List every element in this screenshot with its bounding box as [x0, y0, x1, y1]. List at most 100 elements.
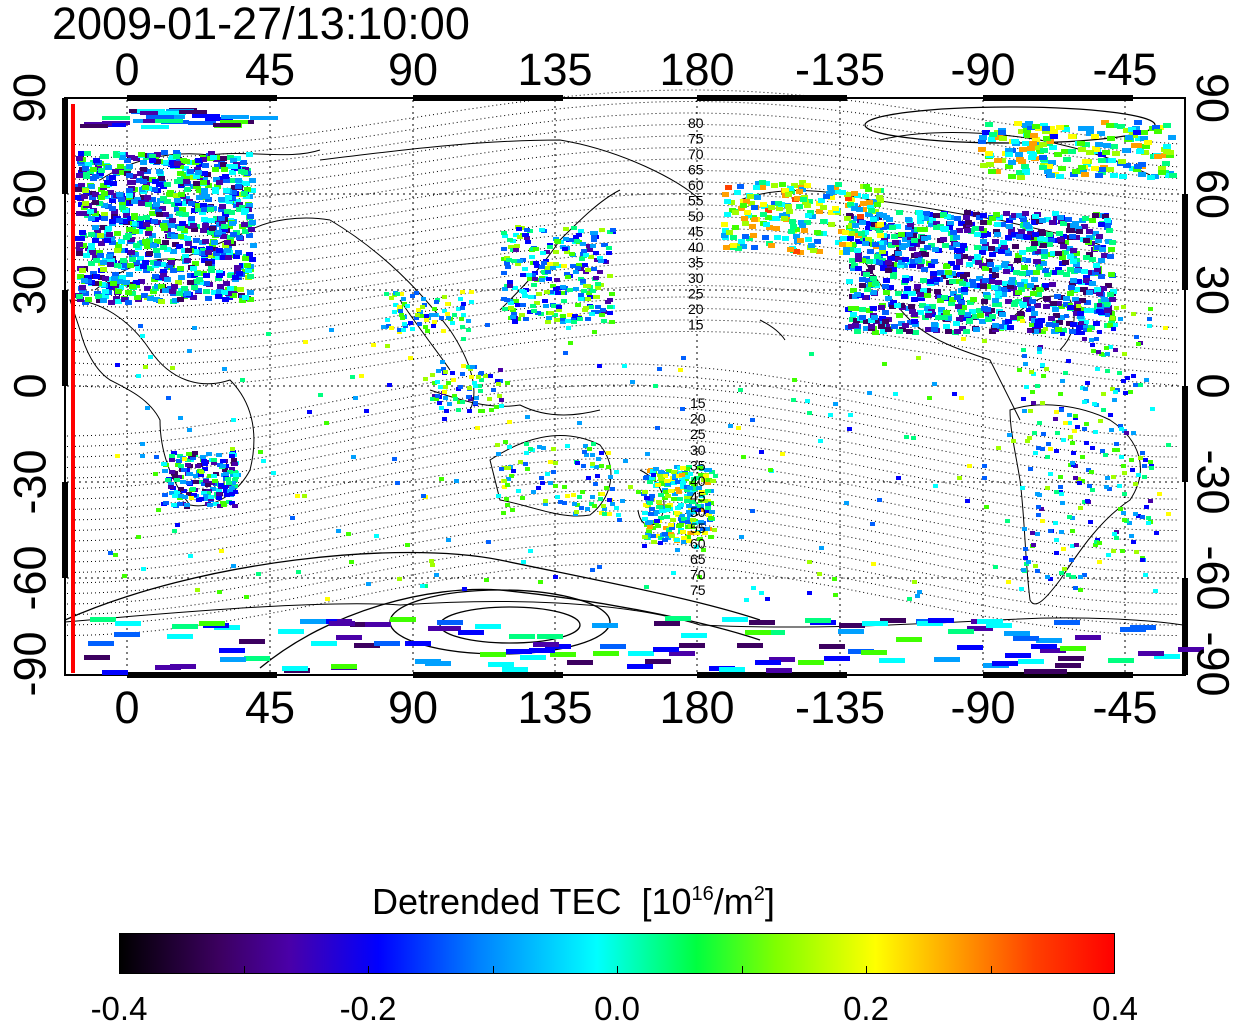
tec-cell: [572, 314, 578, 318]
tec-cell: [122, 263, 129, 268]
tec-cell: [474, 396, 479, 400]
tec-cell: [909, 291, 916, 296]
tec-cell: [87, 209, 94, 214]
tec-cell: [220, 156, 227, 161]
tec-cell: [198, 473, 204, 477]
tec-cell: [201, 171, 208, 176]
tec-cell: [1134, 550, 1139, 554]
tec-cell: [768, 243, 775, 248]
tec-cell: [606, 246, 612, 250]
tec-cell: [980, 239, 987, 244]
magnetic-contour-line: [66, 521, 1179, 594]
tec-cell: [461, 302, 466, 306]
tec-cell: [1022, 354, 1027, 358]
tec-cell: [674, 538, 680, 542]
tec-cell: [956, 257, 963, 262]
tec-cell: [211, 474, 217, 478]
tec-cell: [806, 199, 813, 204]
tec-cell: [222, 212, 229, 217]
tec-cell: [1059, 492, 1064, 496]
tec-cell: [928, 222, 935, 227]
tec-cell: [1050, 301, 1057, 306]
tec-cell: [544, 290, 550, 294]
tec-cell: [1078, 165, 1086, 170]
tec-cell: [917, 215, 924, 220]
tec-cell: [560, 320, 566, 324]
tec-cell: [510, 508, 515, 512]
tec-cell: [1086, 235, 1093, 240]
tec-cell: [466, 365, 471, 369]
tec-cell: [234, 199, 241, 204]
contour-label: 30: [688, 270, 704, 286]
tec-cell: [114, 263, 121, 268]
tec-cell: [1000, 240, 1007, 245]
tec-cell: [932, 382, 937, 386]
tec-cell: [227, 155, 234, 160]
tec-cell: [952, 392, 957, 396]
tec-cell: [882, 362, 887, 366]
tec-cell: [1079, 320, 1086, 325]
tec-cell: [1016, 170, 1024, 175]
tec-cell: [228, 178, 235, 183]
tec-cell: [805, 213, 812, 218]
tec-cell: [1066, 573, 1071, 577]
tec-cell: [513, 248, 519, 252]
tec-cell: [889, 304, 896, 309]
tec-cell: [152, 179, 159, 184]
tec-cell: [559, 291, 565, 295]
tec-cell: [472, 381, 477, 385]
tec-cell: [94, 291, 101, 296]
tec-cell: [842, 230, 849, 235]
tec-cell: [213, 251, 220, 256]
tec-cell: [506, 477, 511, 481]
tec-cell: [147, 266, 154, 271]
tec-cell: [1036, 638, 1062, 643]
tec-cell: [258, 450, 263, 454]
tec-cell: [1005, 251, 1012, 256]
tec-cell: [606, 251, 612, 255]
tec-cell: [188, 554, 193, 558]
tec-cell: [701, 478, 707, 482]
tec-cell: [215, 294, 222, 299]
tec-cell: [222, 468, 228, 472]
tec-cell: [1025, 121, 1033, 126]
tec-cell: [601, 319, 607, 323]
tec-cell: [1099, 247, 1106, 252]
tec-cell: [210, 487, 216, 491]
tec-cell: [437, 620, 463, 625]
tec-cell: [364, 409, 369, 413]
tec-cell: [1142, 475, 1147, 479]
tec-cell: [573, 287, 579, 291]
tec-cell: [1112, 398, 1117, 402]
tec-cell: [318, 393, 323, 397]
tec-cell: [872, 242, 879, 247]
tec-cell: [1036, 513, 1041, 517]
tec-cell: [607, 311, 613, 315]
tec-cell: [186, 481, 192, 485]
tec-cell: [827, 185, 834, 190]
tec-cell: [595, 286, 601, 290]
tec-cell: [140, 334, 145, 338]
tec-cell: [980, 284, 987, 289]
tec-cell: [843, 250, 850, 255]
tec-cell: [192, 114, 220, 118]
tec-cell: [993, 247, 1000, 252]
tec-cell: [748, 201, 755, 206]
tec-cell: [191, 493, 197, 497]
tec-cell: [916, 356, 921, 360]
tec-cell: [1039, 142, 1047, 147]
tec-cell: [1075, 226, 1082, 231]
tec-cell: [934, 657, 960, 662]
tec-cell: [227, 235, 234, 240]
tec-cell: [168, 260, 175, 265]
tec-cell: [1069, 281, 1076, 286]
tec-cell: [555, 495, 560, 499]
tec-cell: [1091, 166, 1099, 171]
tec-cell: [685, 520, 691, 524]
tec-cell: [163, 501, 169, 505]
tec-cell: [81, 194, 88, 199]
tec-cell: [617, 518, 622, 522]
tec-cell: [954, 329, 961, 334]
tec-cell: [1080, 455, 1085, 459]
tec-cell: [964, 228, 971, 233]
